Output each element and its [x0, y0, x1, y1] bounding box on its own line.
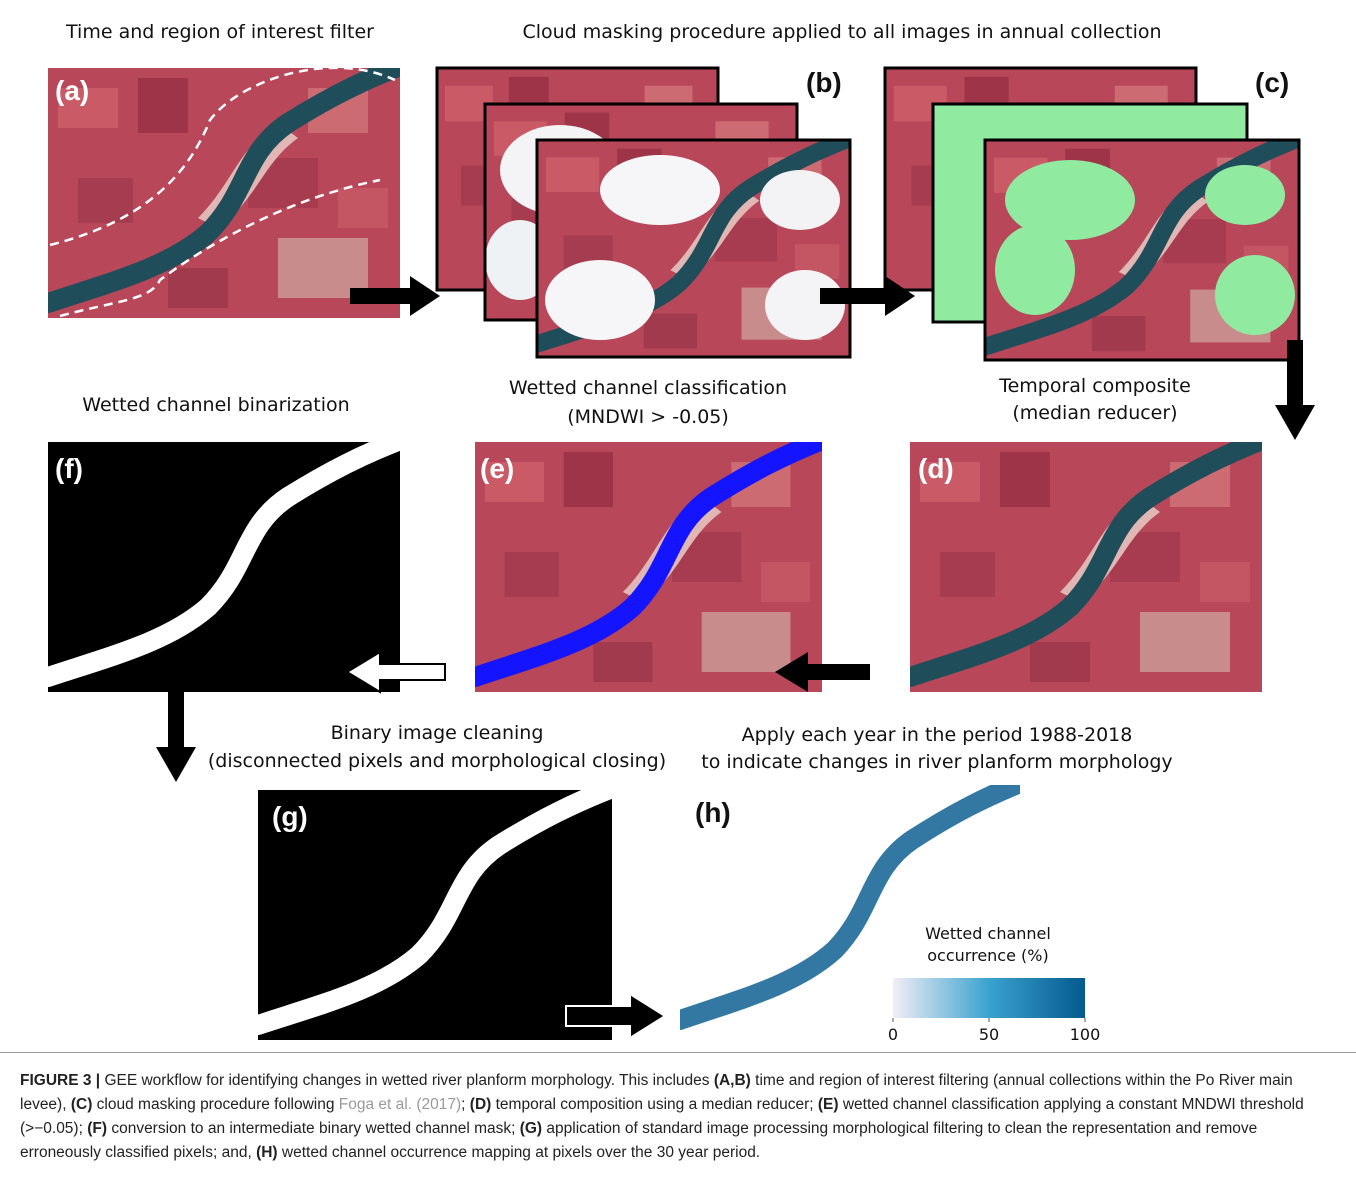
caption-ref: (G)	[520, 1120, 542, 1137]
panel-h: (h) Wetted channel occurrence (%) 0 50 100	[680, 780, 1100, 1044]
caption-text: temporal composition using a median redu…	[491, 1096, 818, 1113]
panel-e: (e)	[475, 437, 830, 692]
step-title: Wetted channel binarization	[82, 394, 349, 416]
caption-ref: (F)	[87, 1120, 107, 1137]
step-title: Time and region of interest filter	[65, 21, 374, 43]
panel-label: (d)	[918, 453, 954, 484]
step-title: (median reducer)	[1012, 402, 1177, 424]
figure: (a) Time and region of interest filter C…	[0, 0, 1356, 1052]
step-title: Binary image cleaning	[331, 722, 544, 744]
step-title: (disconnected pixels and morphological c…	[208, 750, 666, 772]
caption-ref: (A,B)	[714, 1072, 751, 1089]
caption-text: GEE workflow for identifying changes in …	[100, 1072, 714, 1089]
colorbar-ticks: 0 50 100	[888, 1018, 1100, 1044]
panel-c: (c)	[885, 67, 1306, 360]
panel-g: (g)	[258, 785, 620, 1040]
panel-b: (b)	[437, 67, 857, 357]
caption-ref: (D)	[470, 1096, 492, 1113]
caption-title: FIGURE 3 |	[20, 1072, 100, 1089]
tick-label: 0	[888, 1025, 898, 1044]
caption-ref: (E)	[818, 1096, 839, 1113]
caption-text: cloud masking procedure following	[92, 1096, 338, 1113]
caption-ref: (C)	[71, 1096, 93, 1113]
caption-text: ;	[461, 1096, 470, 1113]
panel-label: (h)	[695, 797, 731, 828]
colorbar-label: occurrence (%)	[927, 946, 1048, 965]
colorbar	[893, 978, 1085, 1018]
caption-ref: (H)	[256, 1144, 278, 1161]
step-title: (MNDWI > -0.05)	[567, 406, 729, 428]
panel-label: (b)	[806, 67, 842, 98]
step-title: Wetted channel classification	[509, 377, 787, 399]
panel-label: (f)	[55, 453, 83, 484]
caption-text: wetted channel occurrence mapping at pix…	[278, 1144, 761, 1161]
tick-label: 100	[1070, 1025, 1101, 1044]
caption: FIGURE 3 | GEE workflow for identifying …	[0, 1052, 1356, 1165]
panel-a: (a)	[48, 63, 408, 318]
panel-d: (d)	[910, 437, 1270, 692]
citation-link[interactable]: Foga et al. (2017)	[339, 1096, 461, 1113]
step-title: Cloud masking procedure applied to all i…	[522, 21, 1161, 43]
panel-label: (e)	[480, 453, 514, 484]
panel-label: (c)	[1255, 67, 1289, 98]
tick-label: 50	[979, 1025, 999, 1044]
step-title: Temporal composite	[998, 375, 1191, 397]
panel-f: (f)	[48, 437, 408, 692]
panel-label: (g)	[272, 801, 308, 832]
colorbar-label: Wetted channel	[925, 924, 1051, 943]
panel-label: (a)	[55, 75, 89, 106]
step-title: Apply each year in the period 1988-2018	[742, 724, 1133, 746]
step-title: to indicate changes in river planform mo…	[701, 751, 1172, 773]
caption-text: conversion to an intermediate binary wet…	[107, 1120, 520, 1137]
